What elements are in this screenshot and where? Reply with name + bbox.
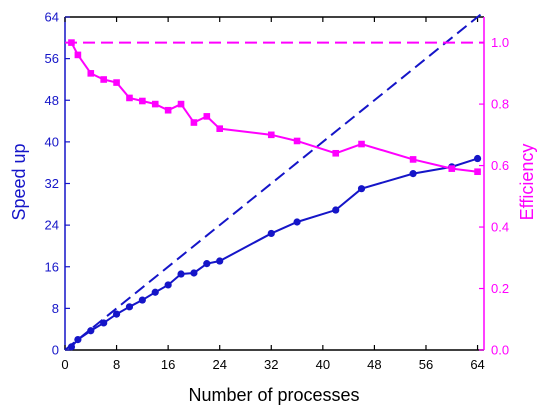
y-left-tick-label: 0 xyxy=(52,343,59,358)
efficiency-point xyxy=(293,137,301,145)
x-tick-label: 32 xyxy=(264,357,278,372)
x-tick-label: 56 xyxy=(419,357,433,372)
speedup-point xyxy=(164,281,172,289)
speedup-point xyxy=(112,310,121,318)
efficiency-point xyxy=(332,149,340,157)
speedup-point xyxy=(74,335,82,344)
speedup-point xyxy=(357,185,366,193)
x-tick-label: 40 xyxy=(316,357,330,372)
y-right-tick-label: 0.0 xyxy=(491,343,509,358)
speedup-point xyxy=(138,296,146,304)
efficiency-point xyxy=(164,106,172,114)
speedup-point xyxy=(125,303,134,311)
speedup-point xyxy=(67,343,76,351)
x-tick-label: 48 xyxy=(367,357,381,372)
x-tick-label: 16 xyxy=(161,357,175,372)
speedup-point xyxy=(177,270,185,278)
x-tick-label: 24 xyxy=(212,357,226,372)
speedup-point xyxy=(151,288,159,296)
efficiency-line xyxy=(70,42,478,173)
efficiency-point xyxy=(100,76,107,83)
efficiency-point xyxy=(448,165,456,172)
speedup-line xyxy=(70,157,478,348)
efficiency-point xyxy=(190,119,198,126)
y-right-tick-label: 1.0 xyxy=(491,35,509,50)
speedup-point xyxy=(100,319,108,327)
speedup-point xyxy=(409,170,417,178)
y-axis-label-left: Speed up xyxy=(9,143,29,220)
efficiency-point xyxy=(216,125,224,132)
y-left-tick-label: 48 xyxy=(45,93,59,108)
efficiency-point xyxy=(87,70,95,77)
y-right-tick-label: 0.2 xyxy=(491,281,509,296)
efficiency-point xyxy=(267,131,275,139)
efficiency-point xyxy=(409,156,417,163)
y-left-tick-label: 32 xyxy=(45,176,59,191)
y-left-tick-label: 56 xyxy=(45,51,59,66)
y-right-tick-label: 0.4 xyxy=(491,220,509,235)
x-axis-label: Number of processes xyxy=(188,385,359,405)
efficiency-point xyxy=(358,140,365,148)
y-right-tick-label: 0.8 xyxy=(491,97,509,112)
efficiency-point xyxy=(151,100,159,108)
speedup-point xyxy=(203,260,211,268)
efficiency-point xyxy=(203,113,211,120)
speedup-point xyxy=(267,229,275,238)
x-tick-label: 0 xyxy=(61,357,68,372)
speedup-point xyxy=(332,206,340,214)
y-left-tick-label: 64 xyxy=(45,10,59,25)
efficiency-point xyxy=(139,97,146,105)
speedup-point xyxy=(87,327,95,335)
y-left-tick-label: 8 xyxy=(52,301,59,316)
ideal-speedup-line xyxy=(64,11,485,351)
speedup-point xyxy=(190,269,198,277)
speedup-point xyxy=(473,154,482,163)
efficiency-point xyxy=(474,168,481,176)
efficiency-point xyxy=(68,39,75,46)
speedup-point xyxy=(216,257,224,265)
efficiency-point xyxy=(113,79,120,86)
y-left-tick-label: 16 xyxy=(45,259,59,274)
x-tick-label: 64 xyxy=(470,357,484,372)
y-left-tick-label: 40 xyxy=(45,134,59,149)
y-left-tick-label: 24 xyxy=(45,218,59,233)
efficiency-point xyxy=(74,51,82,59)
efficiency-point xyxy=(177,100,185,108)
x-tick-label: 8 xyxy=(113,357,120,372)
y-right-tick-label: 0.6 xyxy=(491,158,509,173)
speedup-point xyxy=(293,218,301,226)
efficiency-point xyxy=(126,94,133,102)
y-axis-label-right: Efficiency xyxy=(517,144,537,221)
